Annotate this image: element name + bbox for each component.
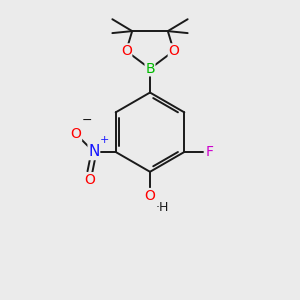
Text: O: O (145, 189, 155, 202)
Text: +: + (100, 135, 109, 145)
Text: N: N (88, 145, 100, 160)
Text: F: F (206, 145, 214, 159)
Text: O: O (70, 127, 82, 141)
Text: B: B (145, 62, 155, 76)
Text: O: O (168, 44, 179, 58)
Text: −: − (82, 114, 92, 127)
Text: ·H: ·H (156, 200, 169, 214)
Text: O: O (85, 173, 95, 187)
Text: O: O (121, 44, 132, 58)
